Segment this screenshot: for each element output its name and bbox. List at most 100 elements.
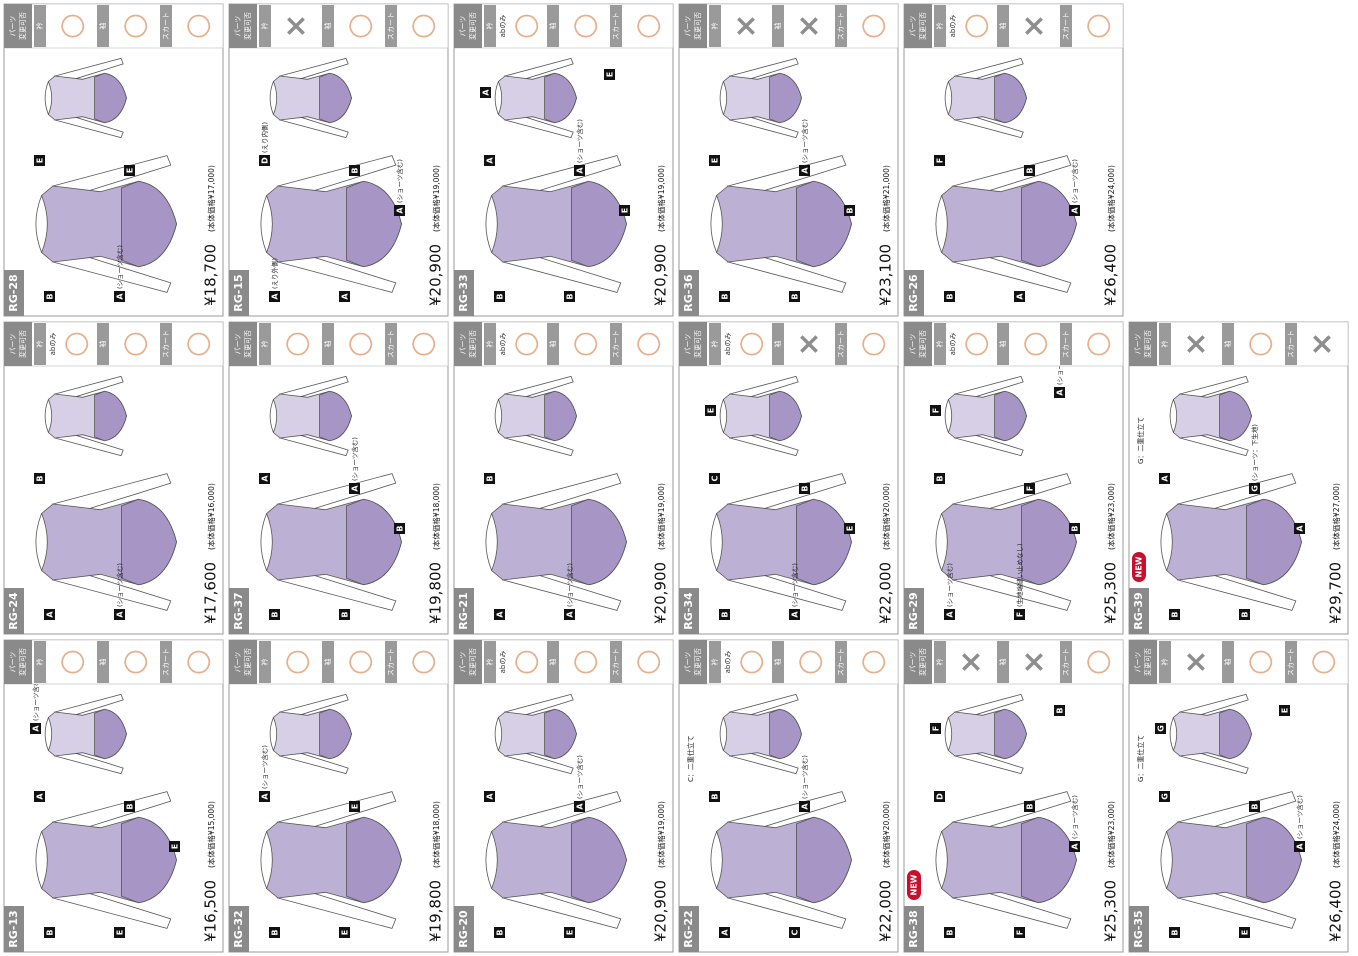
callout-box	[484, 791, 495, 802]
callout-tag: A	[36, 793, 45, 800]
callout-box	[259, 473, 270, 484]
code-tab	[454, 588, 474, 634]
product-code: RG-37	[232, 592, 245, 629]
callout-tag: D	[261, 157, 270, 164]
price: ¥20,900	[427, 244, 445, 306]
callout-box	[394, 205, 405, 216]
base-price: (本体価格¥19,000)	[431, 165, 441, 232]
part-name-bg	[547, 323, 559, 365]
part-name: スカート	[162, 330, 170, 358]
parts-header-bg	[454, 4, 482, 48]
callout-note: (ショーツ含む)	[260, 745, 269, 789]
callout-box	[1024, 165, 1035, 176]
neckline	[485, 513, 492, 571]
part-note: abのみ	[724, 333, 732, 356]
neckline	[1169, 717, 1174, 751]
part-name: スカート	[387, 648, 395, 676]
part-name: スカート	[162, 12, 170, 40]
callout-tag: A	[116, 611, 125, 618]
part-mark: ○	[117, 331, 152, 357]
parts-header: 変更可否	[1143, 648, 1152, 676]
callout-box	[269, 291, 280, 302]
part-name-bg	[1060, 5, 1072, 47]
part-mark: ○	[405, 331, 440, 357]
neckline	[260, 831, 267, 889]
skirt	[346, 180, 402, 268]
neckline	[494, 399, 499, 433]
part-name: 袖	[98, 659, 107, 666]
product-code: RG-21	[457, 592, 470, 629]
leotard-figure	[269, 375, 352, 457]
callout-box	[1054, 705, 1065, 716]
code-tab	[1129, 906, 1149, 952]
callout-note: (ショーツ含む)	[790, 563, 799, 607]
neckline	[719, 399, 724, 433]
product-code: RG-22	[682, 910, 695, 947]
callout-tag: F	[936, 158, 945, 163]
part-name: 袖	[548, 341, 557, 348]
part-note: abのみ	[499, 333, 507, 356]
base-price: (本体価格¥19,000)	[656, 165, 666, 232]
parts-header: パーツ	[909, 652, 917, 673]
callout-tag: B	[36, 475, 45, 481]
skirt	[571, 816, 627, 904]
part-name: スカート	[837, 648, 845, 676]
part-note: abのみ	[949, 333, 957, 356]
skirt	[796, 180, 852, 268]
callout-box	[1069, 205, 1080, 216]
neckline	[35, 831, 42, 889]
callout-box	[799, 165, 810, 176]
part-mark: ×	[1017, 649, 1052, 674]
price: ¥25,300	[1102, 880, 1120, 942]
part-name-bg	[322, 323, 334, 365]
skirt	[796, 816, 852, 904]
part-mark: ×	[279, 13, 314, 38]
price: ¥20,900	[652, 562, 670, 624]
part-mark: ○	[855, 331, 890, 357]
callout-tag: B	[936, 475, 945, 481]
code-tab	[229, 588, 249, 634]
callout-note: (ショーツ含む)	[1070, 795, 1079, 839]
callout-tag: E	[606, 72, 615, 77]
base-price: (本体価格¥20,000)	[881, 801, 891, 868]
parts-header: 変更可否	[243, 12, 252, 40]
callout-box	[494, 609, 505, 620]
callout-tag: G	[1157, 725, 1166, 732]
callout-box	[34, 791, 45, 802]
leotard-figure	[935, 473, 1077, 611]
callout-box	[1249, 483, 1260, 494]
callout-note: (えり外側)	[270, 258, 279, 289]
leotard-figure	[944, 693, 1027, 775]
callout-box	[705, 405, 716, 416]
callout-box	[34, 155, 45, 166]
callout-tag: E	[126, 168, 135, 173]
part-name-bg	[997, 323, 1009, 365]
callout-box	[709, 473, 720, 484]
neckline	[710, 195, 717, 253]
skirt	[346, 498, 402, 586]
neckline	[44, 81, 49, 115]
parts-header: 変更可否	[18, 330, 27, 358]
part-name-bg	[997, 641, 1009, 683]
callout-note: (ショーツ含む)	[1295, 795, 1304, 839]
callout-tag: F	[1016, 612, 1025, 617]
product-code: RG-13	[7, 910, 20, 947]
leotard-figure	[269, 693, 352, 775]
callout-tag: A	[351, 485, 360, 492]
part-name-bg	[610, 641, 622, 683]
part-mark: ○	[405, 649, 440, 675]
part-name: スカート	[837, 12, 845, 40]
parts-header: パーツ	[684, 652, 692, 673]
callout-note: (ショーツ含む)	[395, 159, 404, 203]
new-badge	[907, 870, 921, 900]
part-name-bg	[385, 323, 397, 365]
part-mark: ○	[630, 331, 665, 357]
callout-tag: A	[116, 293, 125, 300]
callout-tag: E	[171, 844, 180, 849]
callout-box	[1159, 473, 1170, 484]
callout-note: (ショーツ含む)	[945, 563, 954, 607]
skirt	[1246, 816, 1302, 904]
part-name: 衿	[35, 23, 44, 30]
part-name: 袖	[323, 23, 332, 30]
callout-box	[944, 927, 955, 938]
